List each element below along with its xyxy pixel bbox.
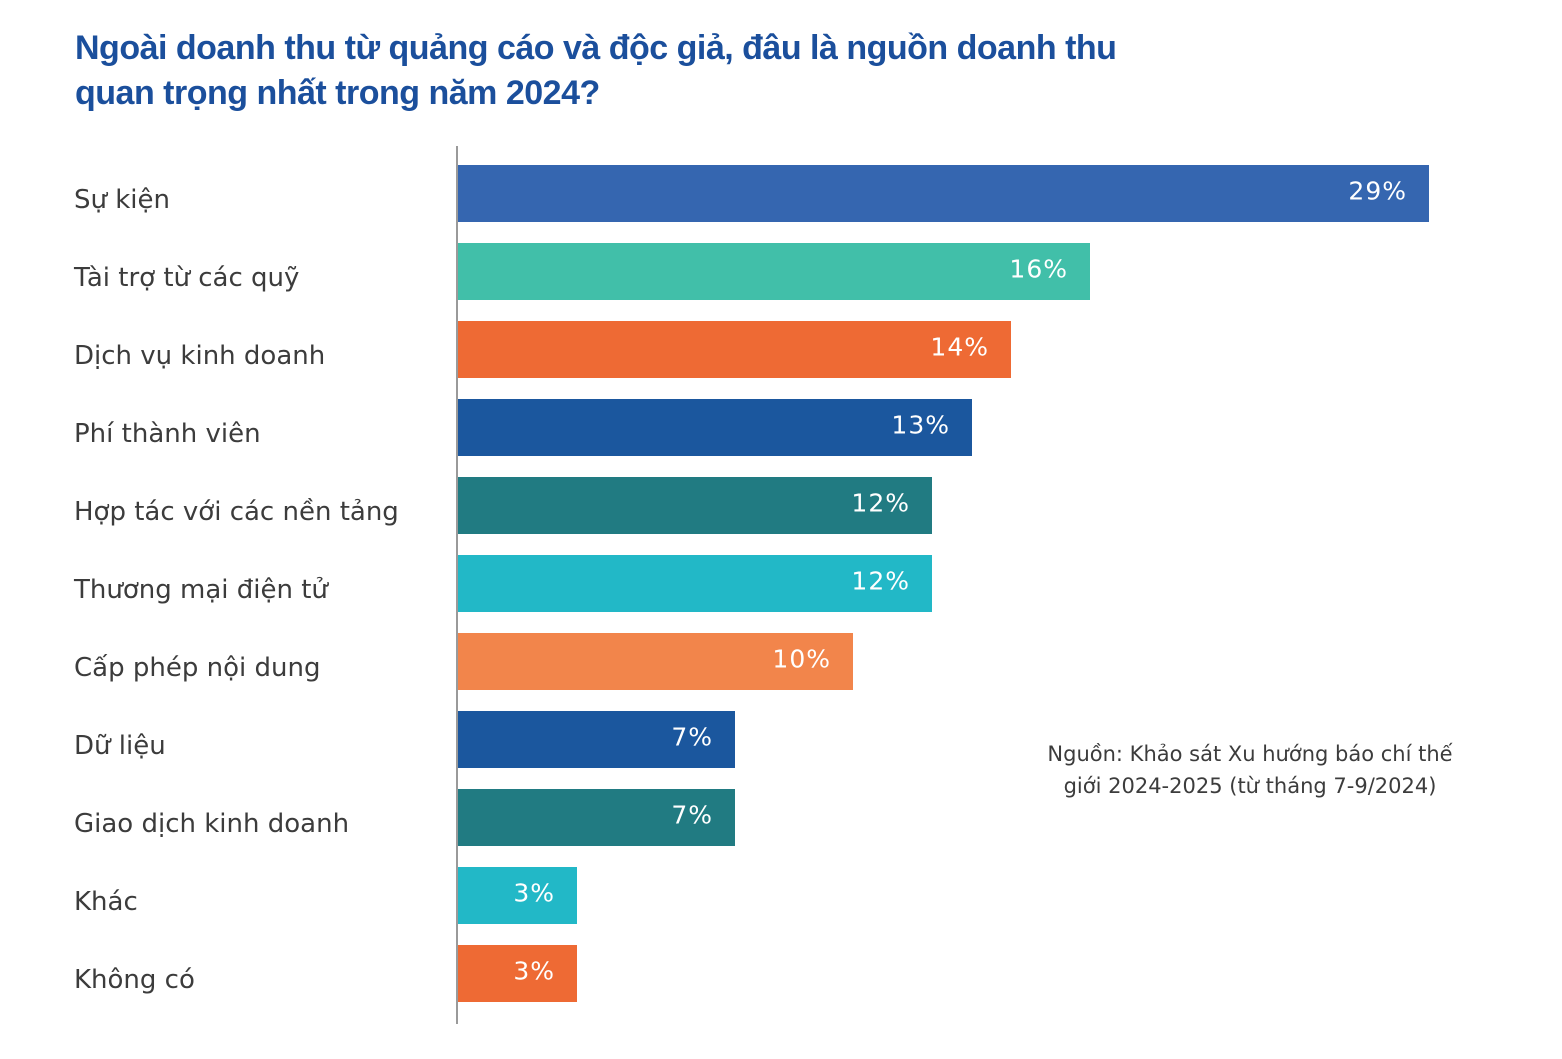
- bar: 7%: [458, 711, 735, 768]
- category-label: Dịch vụ kinh doanh: [74, 340, 326, 371]
- source-line-1: Nguồn: Khảo sát Xu hướng báo chí thế: [1047, 742, 1453, 766]
- bar: 29%: [458, 165, 1429, 222]
- data-label: 12%: [851, 488, 910, 518]
- chart-title-line-1: Ngoài doanh thu từ quảng cáo và độc giả,…: [75, 29, 1117, 67]
- category-label: Giao dịch kinh doanh: [74, 808, 350, 839]
- category-label: Hợp tác với các nền tảng: [74, 496, 399, 527]
- bar: 10%: [458, 633, 853, 690]
- data-label: 7%: [671, 722, 713, 752]
- category-label: Thương mại điện tử: [74, 574, 328, 605]
- data-label: 7%: [671, 800, 713, 830]
- category-label: Tài trợ từ các quỹ: [74, 262, 300, 293]
- category-label: Không có: [74, 964, 195, 995]
- data-label: 14%: [930, 332, 989, 362]
- source-line-2: giới 2024-2025 (từ tháng 7-9/2024): [1063, 774, 1437, 798]
- category-axis-line: [456, 146, 458, 1024]
- data-label: 12%: [851, 566, 910, 596]
- bar: 7%: [458, 789, 735, 846]
- data-label: 13%: [891, 410, 950, 440]
- data-label: 29%: [1348, 176, 1407, 206]
- bar: 3%: [458, 867, 577, 924]
- category-label: Dữ liệu: [74, 730, 166, 761]
- chart-title-line-2: quan trọng nhất trong năm 2024?: [75, 74, 600, 112]
- bar: 12%: [458, 555, 932, 612]
- data-label: 16%: [1009, 254, 1068, 284]
- bar: 3%: [458, 945, 577, 1002]
- category-label: Phí thành viên: [74, 418, 261, 449]
- category-label: Khác: [74, 886, 138, 917]
- chart-title: Ngoài doanh thu từ quảng cáo và độc giả,…: [75, 26, 1325, 116]
- data-label: 10%: [772, 644, 831, 674]
- bar: 14%: [458, 321, 1011, 378]
- category-label: Sự kiện: [74, 184, 171, 215]
- data-label: 3%: [513, 878, 555, 908]
- data-label: 3%: [513, 956, 555, 986]
- category-label: Cấp phép nội dung: [74, 652, 321, 683]
- source-note: Nguồn: Khảo sát Xu hướng báo chí thế giớ…: [1020, 738, 1480, 802]
- bar: 16%: [458, 243, 1090, 300]
- bar: 13%: [458, 399, 972, 456]
- bar: 12%: [458, 477, 932, 534]
